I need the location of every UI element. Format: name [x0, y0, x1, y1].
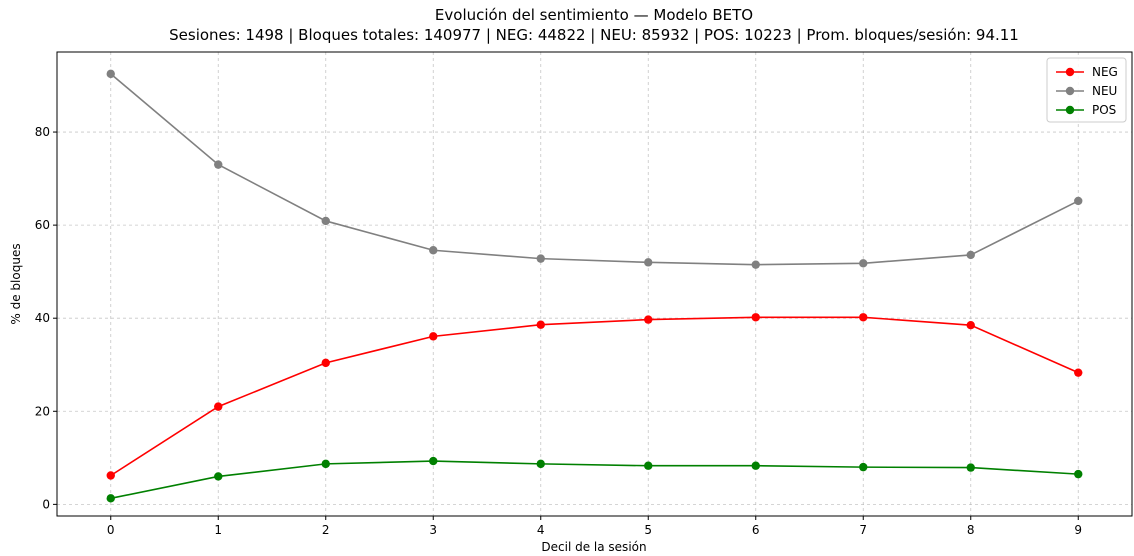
legend-item-pos: POS: [1056, 103, 1116, 117]
data-point-neu: [429, 246, 438, 255]
y-tick-label: 80: [35, 125, 50, 139]
x-tick-label: 4: [537, 523, 545, 537]
data-point-neg: [644, 315, 653, 324]
data-point-pos: [214, 472, 223, 481]
series-line-neu: [110, 73, 1079, 266]
data-point-pos: [966, 463, 975, 472]
data-point-neg: [536, 320, 545, 329]
x-tick-label: 6: [752, 523, 760, 537]
series-pos: [106, 456, 1083, 503]
legend-marker: [1065, 105, 1075, 115]
data-point-pos: [751, 461, 760, 470]
x-axis-label: Decil de la sesión: [541, 540, 646, 554]
x-tick-label: 5: [644, 523, 652, 537]
data-point-neg: [751, 313, 760, 322]
y-tick-label: 40: [35, 311, 50, 325]
data-point-neu: [1074, 196, 1083, 206]
legend-marker: [1065, 86, 1075, 96]
data-point-pos: [321, 459, 330, 469]
plot-area: [56, 51, 1133, 517]
legend-item-neg: NEG: [1056, 65, 1118, 79]
series-line-neg: [110, 316, 1079, 477]
legend: NEG NEU POS: [1046, 57, 1127, 123]
x-tick-label: 0: [107, 523, 115, 537]
legend-label: NEG: [1092, 65, 1118, 79]
series-line-pos: [110, 460, 1079, 500]
legend-label: NEU: [1092, 84, 1117, 98]
x-tick-label: 3: [429, 523, 437, 537]
data-point-neg: [321, 358, 330, 368]
data-point-pos: [859, 462, 868, 472]
data-point-neg: [966, 320, 975, 330]
legend-item-neu: NEU: [1056, 84, 1117, 98]
data-point-pos: [536, 459, 545, 469]
y-tick-label: 60: [35, 218, 50, 232]
data-point-neu: [751, 260, 760, 269]
series-neg: [106, 313, 1083, 480]
data-point-neu: [214, 160, 223, 169]
data-point-pos: [429, 456, 438, 466]
legend-label: POS: [1092, 103, 1116, 117]
data-point-pos: [1074, 469, 1083, 479]
x-tick-label: 9: [1074, 523, 1082, 537]
x-tick-label: 8: [967, 523, 975, 537]
y-tick-label: 20: [35, 404, 50, 418]
data-point-neu: [644, 258, 653, 267]
data-point-pos: [106, 494, 115, 503]
data-point-neg: [214, 402, 223, 411]
y-axis-label: % de bloques: [9, 243, 23, 324]
x-tick-label: 7: [859, 523, 867, 537]
series-group: [106, 69, 1083, 503]
chart-title: Evolución del sentimiento — Modelo BETO: [435, 6, 753, 24]
y-tick-label: 0: [42, 497, 50, 511]
data-point-neu: [859, 259, 868, 268]
data-point-neg: [429, 332, 438, 341]
x-tick-label: 1: [214, 523, 222, 537]
data-point-neu: [536, 254, 545, 263]
chart-subtitle: Sesiones: 1498 | Bloques totales: 140977…: [169, 26, 1019, 44]
x-tick-label: 2: [322, 523, 330, 537]
data-point-neu: [321, 216, 330, 226]
gridlines: [57, 52, 1132, 516]
series-neu: [106, 69, 1083, 269]
data-point-neu: [106, 69, 115, 79]
data-point-neg: [106, 471, 115, 480]
data-point-neu: [966, 250, 975, 260]
data-point-neg: [859, 313, 868, 322]
data-point-neg: [1074, 368, 1083, 377]
axis-ticks: 0 1 2 3 4 5 6 7 8 9 0 20 40 60 80: [35, 125, 1082, 537]
data-point-pos: [644, 461, 653, 470]
legend-marker: [1065, 67, 1075, 77]
